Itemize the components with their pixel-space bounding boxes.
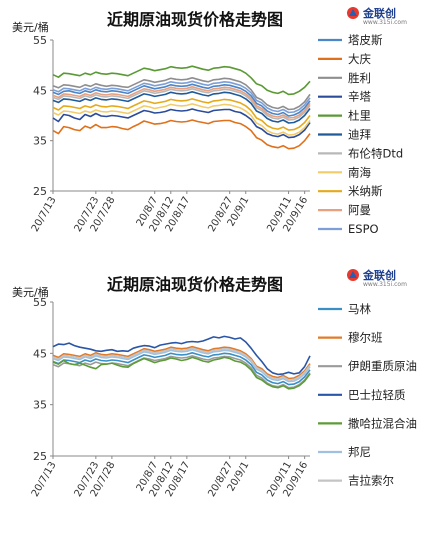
- y-tick-label: 55: [33, 296, 47, 309]
- series-line-1-2: [52, 119, 311, 150]
- series-line-2-1: [52, 351, 311, 386]
- legend-label: ESPO: [348, 222, 379, 236]
- series-line-1-3: [52, 77, 311, 111]
- legend-label: 大庆: [348, 52, 371, 66]
- legend-label: 塔皮斯: [348, 33, 383, 47]
- series-line-1-9: [52, 98, 311, 131]
- x-tick-label: 20/7/13: [30, 460, 59, 499]
- series-line-2-7: [52, 347, 311, 381]
- legend-label: 布伦特Dtd: [348, 146, 403, 160]
- legend-label: 吉拉索尔: [348, 474, 394, 488]
- logo-mark-inner-icon: [349, 9, 357, 16]
- series-line-2-4: [52, 335, 311, 376]
- y-tick-label: 35: [33, 399, 47, 412]
- series-line-2-2: [52, 345, 311, 380]
- series-line-1-6: [52, 91, 311, 124]
- legend-label: 邦尼: [348, 445, 371, 459]
- series-line-2-5: [52, 356, 311, 390]
- y-tick-label: 45: [33, 347, 47, 360]
- legend-label: 米纳斯: [348, 184, 383, 198]
- legend-label: 辛塔: [348, 90, 371, 104]
- chart-title: 近期原油现货价格走势图: [107, 275, 283, 294]
- logo-name: 金联创: [362, 6, 396, 20]
- legend-label: 撒哈拉混合油: [348, 416, 417, 430]
- y-tick-label: 25: [33, 185, 47, 198]
- logo-url: www.315i.com: [363, 19, 407, 26]
- y-tick-label: 35: [33, 135, 47, 148]
- series-line-1-1: [52, 83, 311, 117]
- series-line-1-4: [52, 108, 311, 139]
- legend-label: 迪拜: [348, 128, 371, 142]
- legend-label: 巴士拉轻质: [348, 388, 406, 402]
- series-line-1-10: [52, 86, 311, 119]
- series-line-1-11: [52, 80, 311, 114]
- series-line-1-5: [52, 65, 311, 96]
- legend-label: 阿曼: [348, 203, 371, 217]
- y-axis-unit-label: 美元/桶: [12, 285, 49, 299]
- logo-url: www.315i.com: [363, 281, 407, 288]
- x-tick-label: 20/7/13: [30, 195, 59, 234]
- legend-label: 胜利: [348, 71, 371, 85]
- series-line-1-7: [52, 88, 311, 121]
- legend-label: 南海: [348, 165, 371, 179]
- series-line-1-8: [52, 103, 311, 136]
- legend-label: 杜里: [348, 109, 371, 123]
- logo-name: 金联创: [362, 268, 396, 282]
- chart-title: 近期原油现货价格走势图: [107, 10, 283, 29]
- y-axis-unit-label: 美元/桶: [12, 20, 49, 34]
- legend-label: 穆尔班: [348, 331, 383, 345]
- logo-mark-inner-icon: [349, 271, 357, 278]
- legend-label: 马林: [348, 302, 371, 316]
- y-tick-label: 25: [33, 450, 47, 463]
- y-tick-label: 45: [33, 84, 47, 97]
- y-tick-label: 55: [33, 34, 47, 47]
- series-line-2-6: [52, 348, 311, 383]
- legend-label: 伊朗重质原油: [348, 359, 417, 373]
